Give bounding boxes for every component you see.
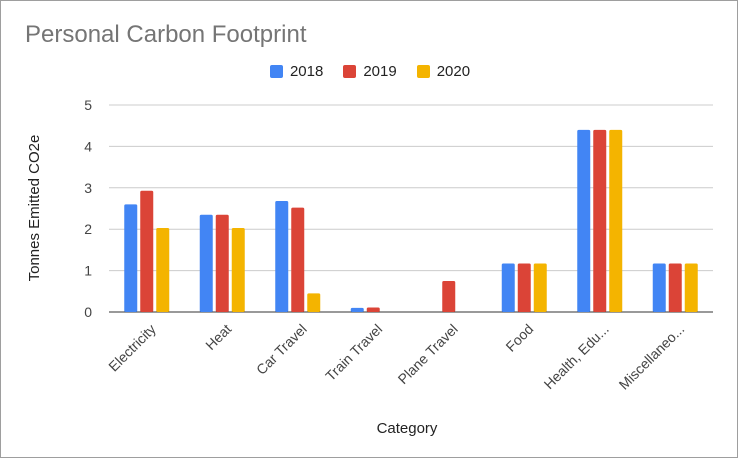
y-tick-label: 0 xyxy=(84,304,92,320)
x-tick-label: Train Travel xyxy=(322,321,385,384)
chart-title: Personal Carbon Footprint xyxy=(25,21,307,48)
y-tick-label: 2 xyxy=(84,221,92,237)
bar-2019 xyxy=(442,280,456,312)
y-tick-label: 1 xyxy=(84,263,92,279)
bar-2018 xyxy=(501,263,515,312)
bar-2018 xyxy=(350,307,364,312)
y-tick-label: 3 xyxy=(84,180,92,196)
x-tick-label: Health, Edu... xyxy=(541,321,612,392)
legend-item-2020[interactable]: 2020 xyxy=(416,63,471,80)
x-tick-label: Car Travel xyxy=(253,321,310,378)
bar-2020 xyxy=(307,293,321,312)
legend-label-2019: 2019 xyxy=(363,63,397,80)
y-axis-title: Tonnes Emitted CO2e xyxy=(26,135,43,282)
x-tick-label: Heat xyxy=(202,321,234,353)
bar-2018 xyxy=(275,201,289,312)
bar-2018 xyxy=(199,214,213,312)
bar-2020 xyxy=(231,227,245,312)
x-tick-label: Plane Travel xyxy=(395,321,461,387)
bar-2019 xyxy=(517,263,531,312)
legend-swatch-2020 xyxy=(416,65,430,78)
bar-2018 xyxy=(652,263,666,312)
bar-2019 xyxy=(668,263,682,312)
x-tick-label: Food xyxy=(502,321,536,355)
bar-2020 xyxy=(533,263,547,312)
x-tick-label: Miscellaneo... xyxy=(616,321,688,393)
bar-2019 xyxy=(291,207,305,312)
legend-label-2018: 2018 xyxy=(289,63,324,80)
bar-2018 xyxy=(124,204,138,312)
legend-label-2020: 2020 xyxy=(436,63,471,80)
bar-2020 xyxy=(609,129,623,312)
y-tick-label: 5 xyxy=(84,97,92,113)
x-axis-title: Category xyxy=(377,420,438,437)
legend-item-2019[interactable]: 2019 xyxy=(343,63,397,80)
bar-2019 xyxy=(366,307,380,312)
bar-2020 xyxy=(684,263,698,312)
bar-2019 xyxy=(215,214,229,312)
legend-swatch-2019 xyxy=(343,65,357,78)
legend-swatch-2018 xyxy=(269,65,283,78)
x-tick-label: Electricity xyxy=(105,321,159,375)
legend-item-2018[interactable]: 2018 xyxy=(269,63,324,80)
bar-2019 xyxy=(140,190,154,312)
y-tick-label: 4 xyxy=(84,138,92,154)
chart-legend: 2018 2019 2020 xyxy=(1,63,738,80)
bar-2019 xyxy=(593,129,607,312)
bar-2018 xyxy=(577,129,591,312)
bar-2020 xyxy=(156,227,170,312)
